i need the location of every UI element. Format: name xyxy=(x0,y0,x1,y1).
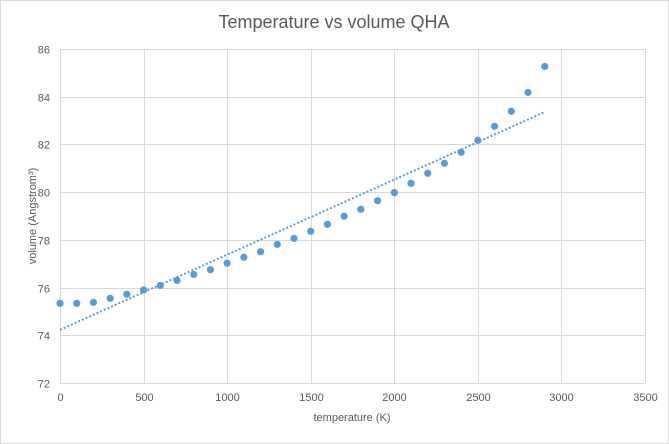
data-point xyxy=(524,88,532,97)
y-tick-label: 76 xyxy=(38,284,50,296)
data-point xyxy=(357,205,365,213)
data-point xyxy=(407,179,415,187)
y-tick-label: 78 xyxy=(38,236,50,248)
x-tick-label: 1500 xyxy=(299,392,323,404)
data-point xyxy=(273,240,281,248)
data-point xyxy=(73,299,81,307)
x-gridlines xyxy=(60,49,646,383)
data-point xyxy=(323,220,332,228)
y-tick-label: 86 xyxy=(38,45,50,57)
data-point xyxy=(240,253,248,261)
y-tick-label: 84 xyxy=(38,93,50,105)
data-point xyxy=(206,266,215,274)
data-point xyxy=(507,107,515,115)
data-point xyxy=(56,299,64,307)
data-point xyxy=(290,234,298,243)
data-point xyxy=(307,227,315,235)
x-tick-label: 3000 xyxy=(549,392,573,404)
x-tick-label: 3500 xyxy=(633,392,657,404)
data-point xyxy=(173,276,181,285)
data-point xyxy=(490,122,499,130)
data-point xyxy=(123,290,131,298)
data-point xyxy=(541,62,549,71)
y-tick-label: 72 xyxy=(38,379,50,391)
y-axis-label: volume (Angstrom³) xyxy=(27,168,39,265)
data-point xyxy=(390,189,398,197)
x-tick-label: 1000 xyxy=(215,392,239,404)
data-points xyxy=(56,62,549,307)
linear-trendline xyxy=(59,111,546,331)
data-point xyxy=(190,270,198,279)
data-point xyxy=(457,148,465,156)
data-point xyxy=(340,212,348,220)
x-axis-label: temperature (K) xyxy=(313,412,390,424)
data-point xyxy=(474,136,482,144)
x-tick-label: 2000 xyxy=(382,392,406,404)
chart-title: Temperature vs volume QHA xyxy=(218,12,449,32)
data-point xyxy=(156,281,164,290)
data-point xyxy=(373,197,382,205)
data-point xyxy=(223,259,231,267)
y-tick-labels: 72 74 76 78 80 82 84 86 xyxy=(38,45,50,391)
y-gridlines xyxy=(60,49,645,384)
data-point xyxy=(256,248,265,256)
y-tick-label: 82 xyxy=(38,140,50,152)
x-tick-labels: 0 500 1000 1500 2000 2500 3000 3500 xyxy=(57,392,657,404)
y-tick-label: 80 xyxy=(38,188,50,200)
data-point xyxy=(424,169,432,177)
data-point xyxy=(106,294,114,302)
x-tick-label: 0 xyxy=(57,392,63,404)
y-tick-label: 74 xyxy=(38,331,50,343)
data-point xyxy=(440,159,449,167)
data-point xyxy=(89,298,98,306)
data-point xyxy=(139,286,148,294)
x-tick-label: 2500 xyxy=(466,392,490,404)
x-tick-label: 500 xyxy=(135,392,153,404)
